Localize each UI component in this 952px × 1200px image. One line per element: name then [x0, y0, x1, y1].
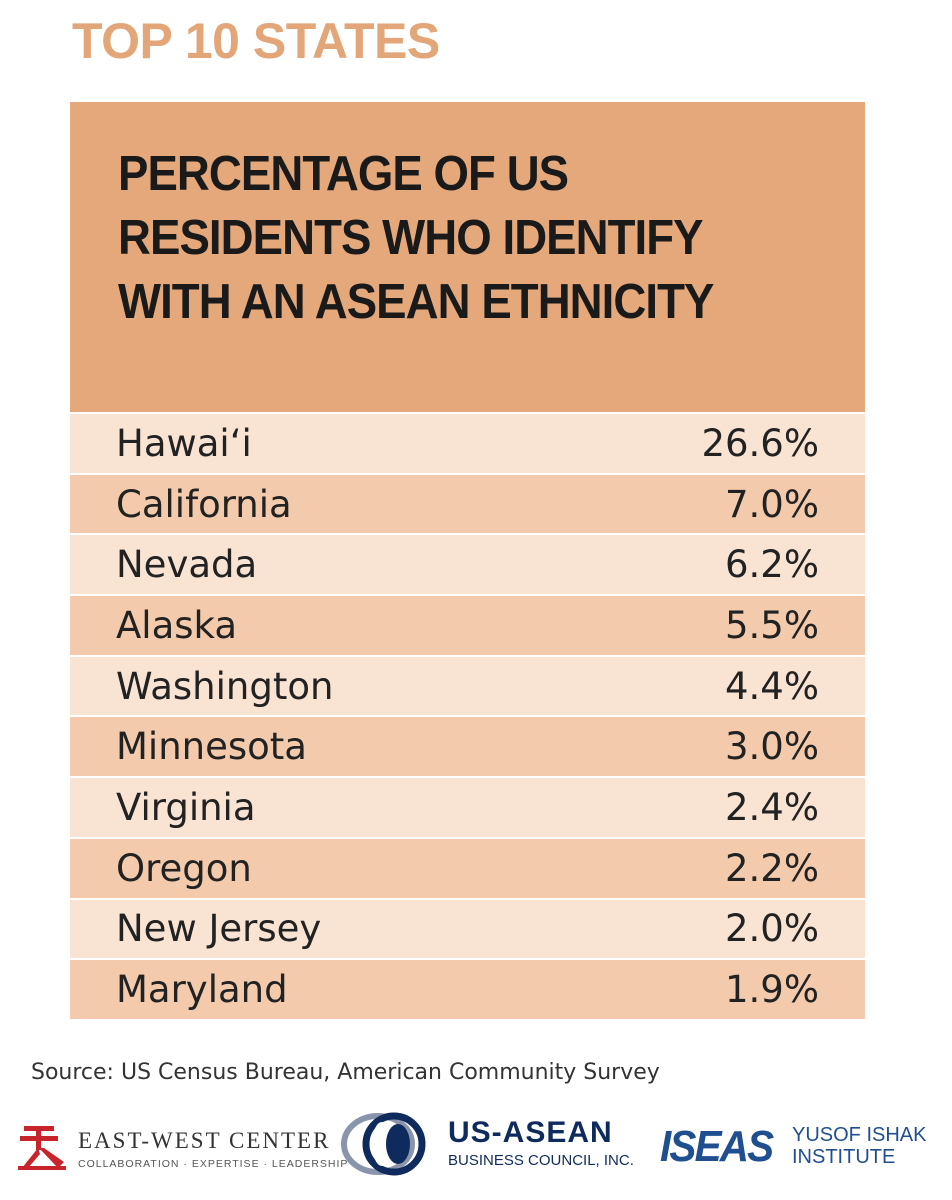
state-name: Hawai‘i [116, 421, 252, 465]
table-row: Maryland 1.9% [70, 958, 865, 1019]
table-row: Virginia 2.4% [70, 776, 865, 837]
state-name: Alaska [116, 603, 237, 647]
percentage-value: 1.9% [725, 968, 819, 1012]
state-name: Minnesota [116, 725, 307, 769]
percentage-value: 2.0% [725, 907, 819, 951]
table-row: Alaska 5.5% [70, 594, 865, 655]
table-row: Minnesota 3.0% [70, 715, 865, 777]
state-name: California [116, 482, 292, 526]
state-name: Virginia [116, 785, 256, 829]
table-row: Nevada 6.2% [70, 533, 865, 595]
percentage-value: 26.6% [701, 421, 819, 465]
table-row: Washington 4.4% [70, 654, 865, 716]
logo-bar: EAST-WEST CENTER COLLABORATION · EXPERTI… [0, 1110, 952, 1190]
state-name: Oregon [116, 846, 252, 890]
percentage-value: 5.5% [725, 603, 819, 647]
table-row: Hawai‘i 26.6% [70, 412, 865, 473]
state-name: Maryland [116, 968, 288, 1012]
source-note: Source: US Census Bureau, American Commu… [31, 1060, 660, 1085]
percentage-value: 2.2% [725, 846, 819, 890]
table-row: California 7.0% [70, 472, 865, 534]
page-kicker: TOP 10 STATES [72, 13, 440, 69]
east-west-center-mark-icon [18, 1126, 66, 1170]
iseas-institute-name: YUSOF ISHAK INSTITUTE [792, 1124, 926, 1168]
chart-title: PERCENTAGE OF US RESIDENTS WHO IDENTIFY … [118, 147, 714, 329]
state-name: New Jersey [116, 907, 322, 951]
percentage-value: 4.4% [725, 664, 819, 708]
iseas-name-line-1: YUSOF ISHAK [792, 1124, 927, 1146]
table-header: PERCENTAGE OF US RESIDENTS WHO IDENTIFY … [70, 102, 865, 412]
us-asean-name: US-ASEAN [448, 1116, 613, 1149]
data-table: PERCENTAGE OF US RESIDENTS WHO IDENTIFY … [70, 102, 865, 1019]
iseas-name-line-2: INSTITUTE [792, 1146, 896, 1168]
state-name: Nevada [116, 543, 258, 587]
percentage-value: 3.0% [725, 725, 819, 769]
iseas-wordmark: ISEAS [660, 1122, 774, 1171]
percentage-value: 6.2% [725, 543, 819, 587]
east-west-center-tagline: COLLABORATION · EXPERTISE · LEADERSHIP [78, 1158, 349, 1170]
state-name: Washington [116, 664, 334, 708]
east-west-center-name: EAST-WEST CENTER [78, 1128, 331, 1153]
us-asean-swirl-icon [341, 1112, 426, 1176]
percentage-value: 2.4% [725, 785, 819, 829]
percentage-value: 7.0% [725, 482, 819, 526]
us-asean-subtitle: BUSINESS COUNCIL, INC. [448, 1152, 634, 1169]
table-body: Hawai‘i 26.6% California 7.0% Nevada 6.2% Alas… [70, 412, 865, 1019]
table-row: New Jersey 2.0% [70, 897, 865, 959]
table-row: Oregon 2.2% [70, 836, 865, 898]
